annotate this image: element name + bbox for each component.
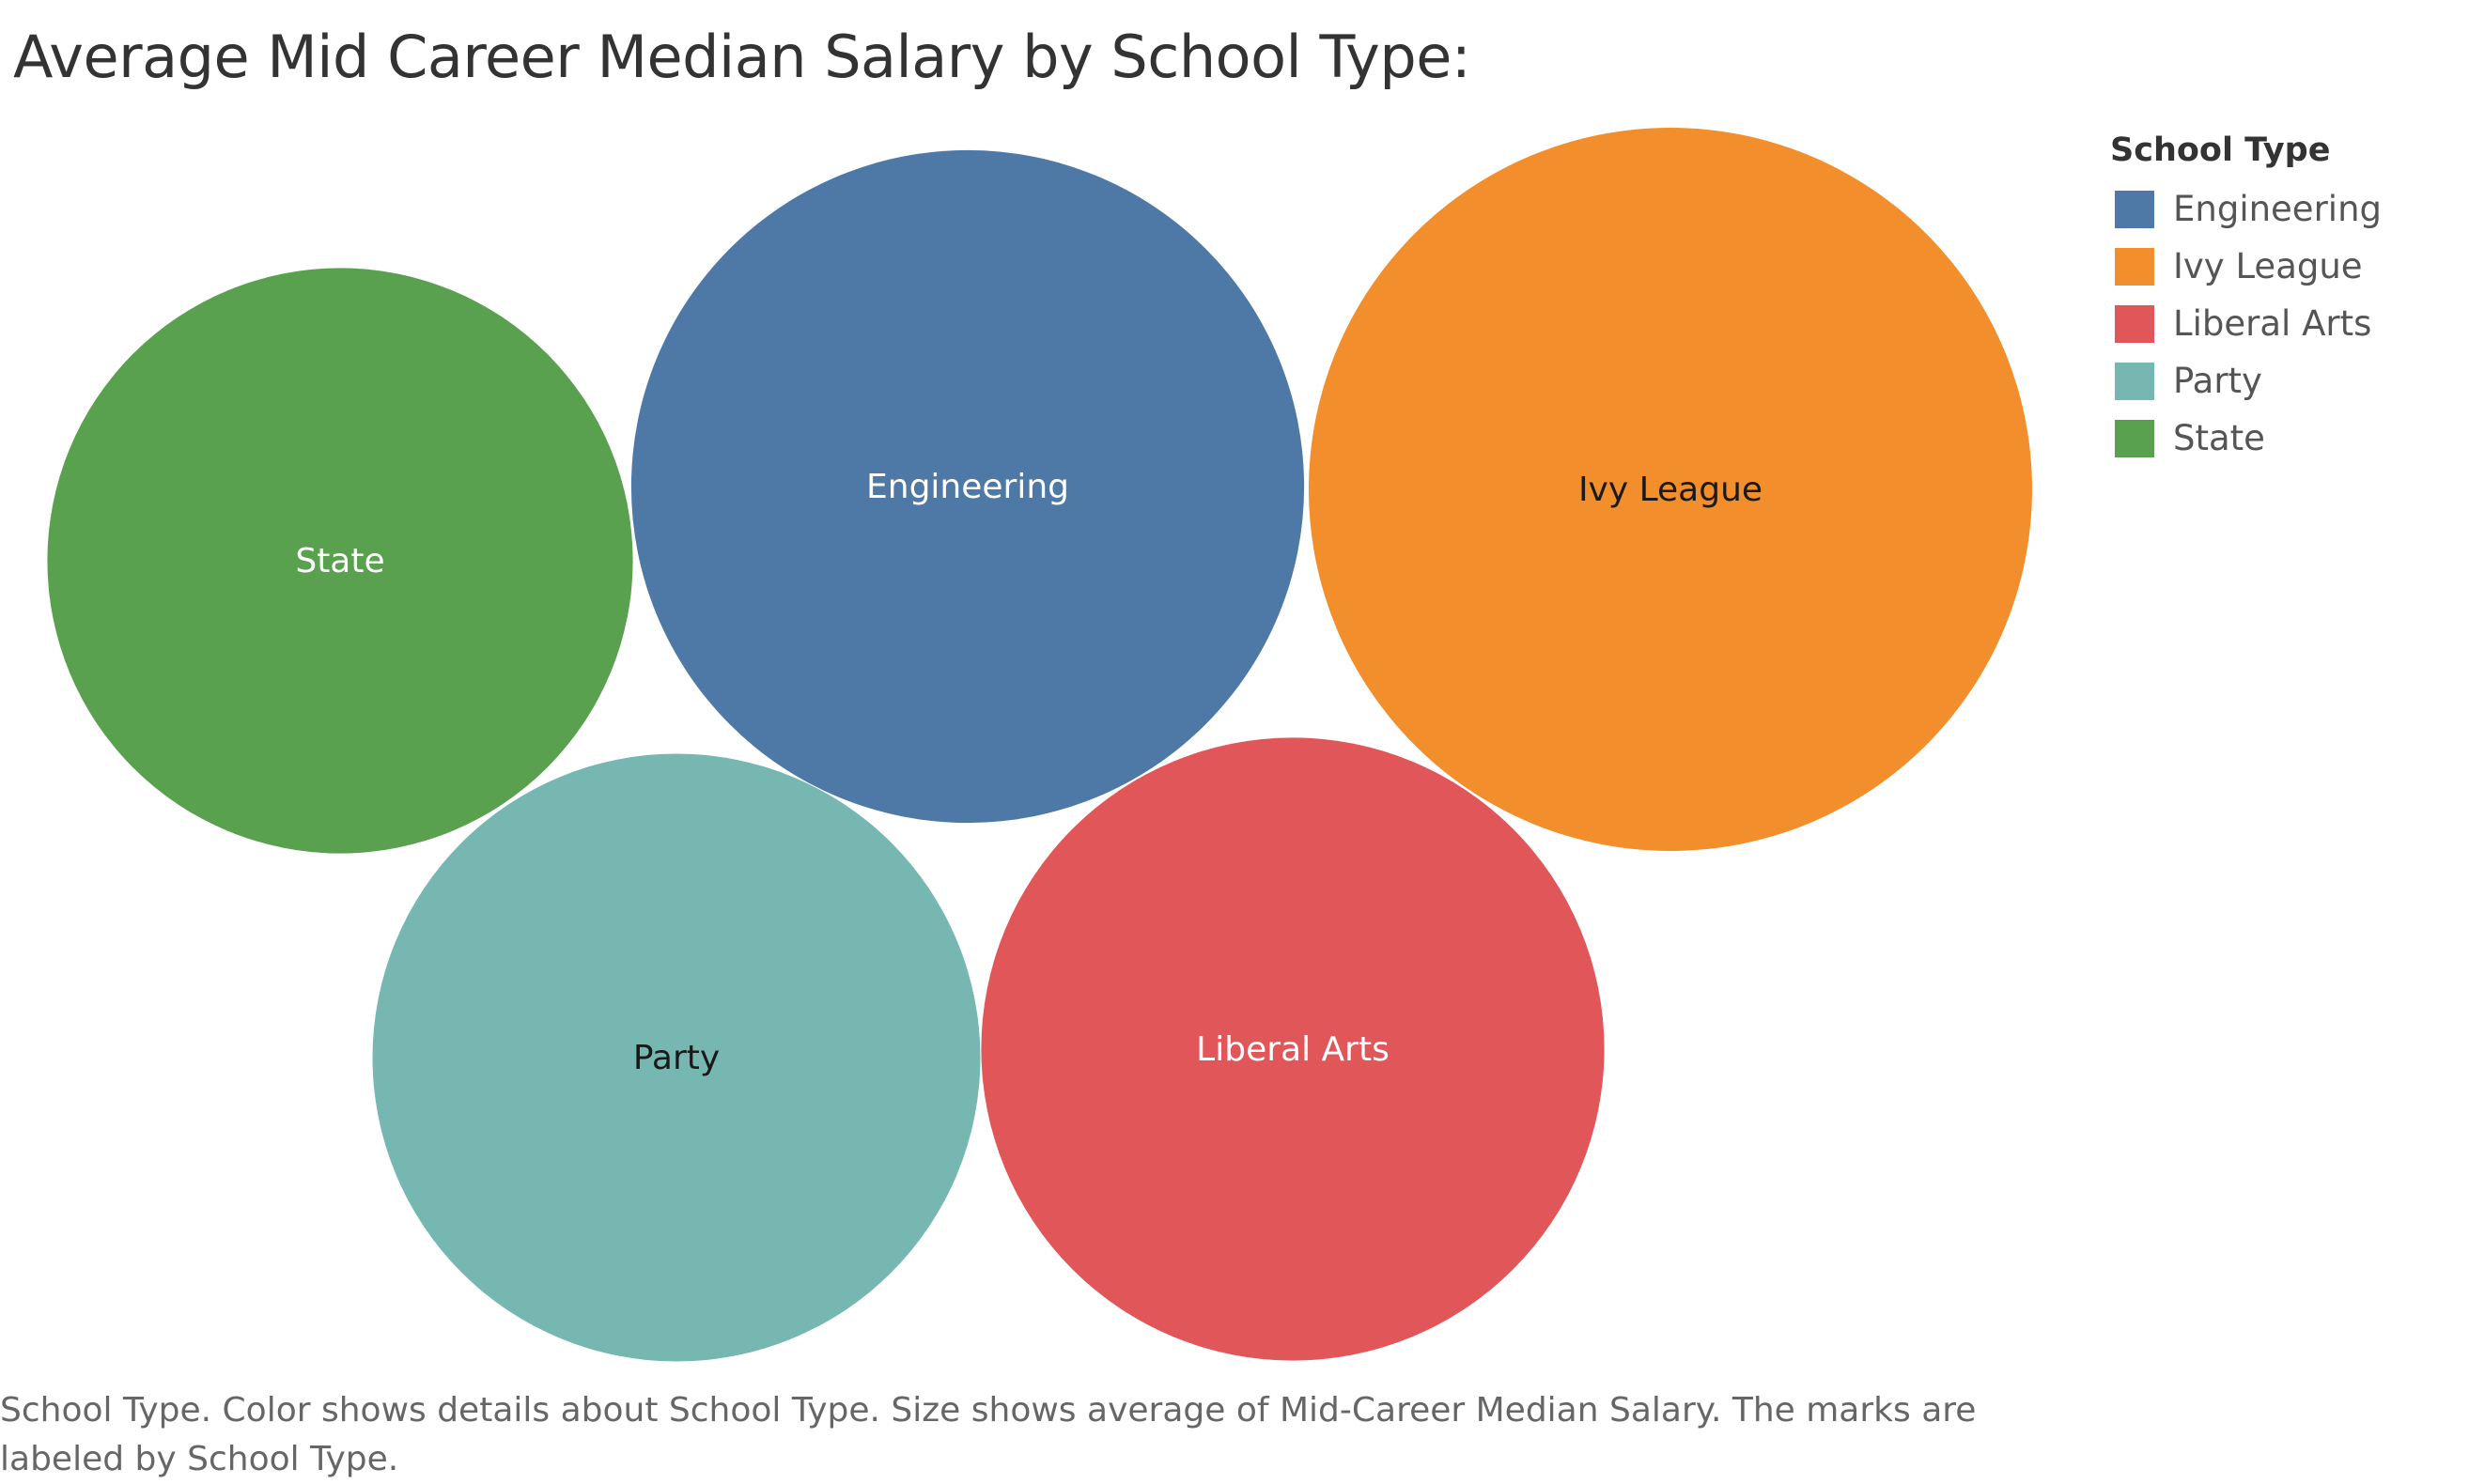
bubble-label-liberal-arts: Liberal Arts <box>1196 1030 1390 1069</box>
legend-item-ivy-league[interactable]: Ivy League <box>2110 238 2382 295</box>
legend-item-liberal-arts[interactable]: Liberal Arts <box>2110 295 2382 352</box>
legend-item-state[interactable]: State <box>2110 410 2382 467</box>
legend-swatch <box>2115 247 2154 286</box>
legend-label: Engineering <box>2173 189 2382 229</box>
legend-label: Ivy League <box>2173 246 2363 286</box>
legend-swatch <box>2115 362 2154 400</box>
legend-label: Party <box>2173 361 2262 401</box>
legend-item-party[interactable]: Party <box>2110 352 2382 410</box>
bubble-party[interactable] <box>372 753 981 1362</box>
bubble-label-engineering: Engineering <box>866 468 1069 506</box>
chart-caption: School Type. Color shows details about S… <box>0 1391 1977 1478</box>
legend-swatch <box>2115 304 2154 343</box>
bubble-label-party: Party <box>633 1039 720 1077</box>
legend-item-engineering[interactable]: Engineering <box>2110 180 2382 238</box>
legend-swatch <box>2115 419 2154 457</box>
chart-title: Average Mid Career Median Salary by Scho… <box>13 23 1471 91</box>
bubble-liberal-arts[interactable] <box>981 737 1605 1361</box>
bubble-label-state: State <box>295 542 384 580</box>
legend-label: State <box>2173 418 2265 458</box>
bubble-state[interactable] <box>47 268 633 854</box>
bubble-chart: Ivy League Engineering Liberal Arts Party St… <box>47 128 2032 1362</box>
legend: School Type Engineering Ivy League Liberal… <box>2110 131 2382 467</box>
bubble-ivy-league[interactable] <box>1309 128 2032 851</box>
legend-title: School Type <box>2110 131 2331 169</box>
legend-swatch <box>2115 190 2154 228</box>
bubble-engineering[interactable] <box>630 149 1305 824</box>
bubble-label-ivy-league: Ivy League <box>1578 471 1762 509</box>
legend-items: Engineering Ivy League Liberal Arts Party St… <box>2110 180 2382 467</box>
legend-label: Liberal Arts <box>2173 303 2372 344</box>
